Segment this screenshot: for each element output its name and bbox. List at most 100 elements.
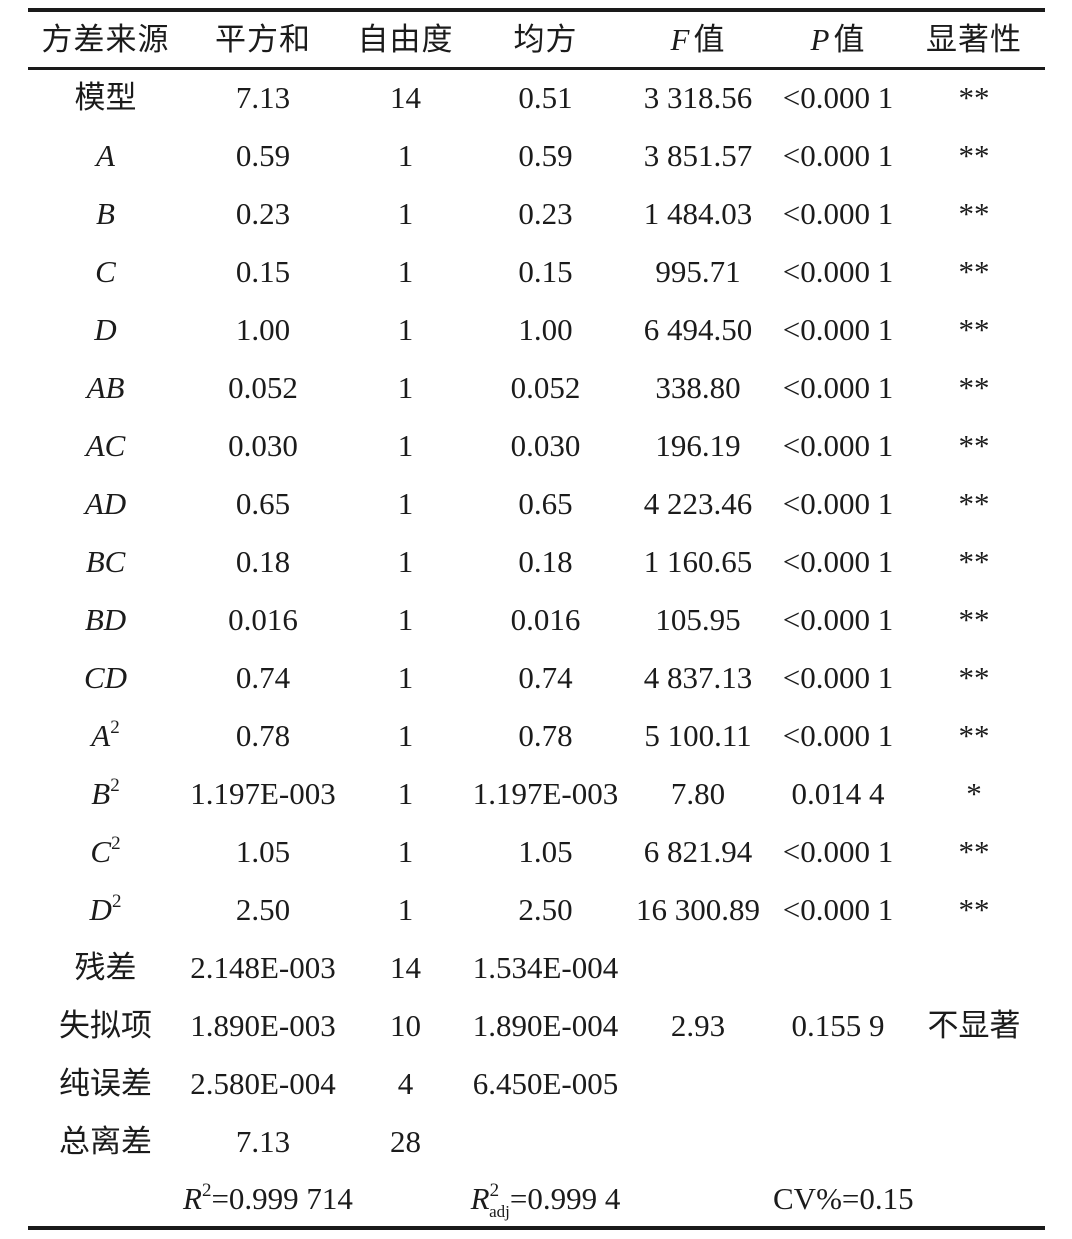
sum-of-squares-cell: 2.580E-004 [190, 1065, 336, 1101]
table-row: AD 0.65 1 0.65 4 223.46 <0.000 1 ** [28, 474, 1045, 532]
row-source-cell: 纯误差 [28, 1054, 183, 1112]
table-row: C 0.15 1 0.15 995.71 <0.000 1 ** [28, 242, 1045, 300]
significance-cell: ** [958, 891, 990, 927]
row-source-cell: 总离差 [28, 1112, 183, 1170]
row-source-cell: AD [28, 474, 183, 532]
column-header-3: 均方 [468, 10, 623, 68]
footer-cell-2 [343, 1170, 468, 1228]
source-symbol: AB [86, 369, 125, 405]
source-symbol: BD [84, 601, 127, 637]
stat-value: =0.999 4 [509, 1180, 621, 1216]
sum-of-squares-cell: 0.052 [228, 369, 298, 405]
mean-square-cell: 0.016 [510, 601, 581, 637]
source-label: 总离差 [59, 1123, 152, 1159]
row-source-cell: BC [28, 532, 183, 590]
mean-square-cell: 0.23 [518, 195, 573, 231]
source-label: 模型 [74, 80, 137, 116]
significance-cell: ** [958, 137, 990, 173]
sum-of-squares-cell: 7.13 [235, 80, 291, 116]
source-symbol: BC [85, 543, 126, 579]
f-value-cell: 6 494.50 [643, 311, 753, 347]
column-header-2: 自由度 [343, 10, 468, 68]
mean-square-cell: 1.197E-003 [472, 775, 619, 811]
source-superscript: 2 [111, 890, 122, 912]
row-source-cell: D [28, 300, 183, 358]
degrees-of-freedom-cell: 1 [397, 195, 414, 231]
sum-of-squares-cell: 1.00 [235, 311, 291, 347]
table-row: A 0.59 1 0.59 3 851.57 <0.000 1 ** [28, 126, 1045, 184]
source-symbol: A [91, 717, 111, 753]
anova-table: 方差来源 平方和 自由度 均方 F 值 P 值显著性 模型 7.13 14 0.51 3 318.56… [28, 8, 1045, 1230]
table-body: 模型 7.13 14 0.51 3 318.56 <0.000 1 ** A 0.59 1 0.59… [28, 68, 1045, 1170]
f-value-cell: 5 100.11 [644, 717, 752, 753]
mean-square-cell: 0.74 [518, 659, 573, 695]
degrees-of-freedom-cell: 1 [397, 891, 414, 927]
p-value-cell: <0.000 1 [782, 485, 894, 521]
column-header-0: 方差来源 [28, 10, 183, 68]
table-row: AB 0.052 1 0.052 338.80 <0.000 1 ** [28, 358, 1045, 416]
stat-superscript: 2 [489, 1179, 500, 1201]
f-value-cell: 3 318.56 [643, 80, 753, 116]
table-row: 失拟项 1.890E-003 10 1.890E-004 2.93 0.155 9 不显著 [28, 996, 1045, 1054]
p-value-cell [773, 938, 903, 996]
significance-cell: ** [958, 253, 990, 289]
mean-square-cell: 1.534E-004 [472, 949, 619, 985]
mean-square-cell: 2.50 [518, 891, 573, 927]
significance-cell: ** [958, 195, 990, 231]
significance-cell: ** [958, 833, 990, 869]
sum-of-squares-cell: 0.74 [235, 659, 291, 695]
mean-square-cell: 0.65 [518, 485, 573, 521]
p-value-cell: <0.000 1 [782, 311, 894, 347]
source-symbol: C [90, 833, 112, 869]
sum-of-squares-cell: 0.030 [228, 427, 298, 463]
f-value-cell: 7.80 [670, 775, 726, 811]
f-value-cell: 2.93 [670, 1007, 726, 1043]
sum-of-squares-cell: 2.50 [235, 891, 291, 927]
row-source-cell: C2 [28, 822, 183, 880]
table-row: C2 1.05 1 1.05 6 821.94 <0.000 1 ** [28, 822, 1045, 880]
p-value-cell: <0.000 1 [782, 659, 894, 695]
significance-cell: ** [958, 717, 990, 753]
header-label: 值 [833, 21, 866, 57]
f-value-cell [623, 938, 773, 996]
mean-square-cell: 0.030 [510, 427, 581, 463]
stat-superscript: 2 [201, 1179, 212, 1201]
degrees-of-freedom-cell: 1 [397, 543, 414, 579]
footer-stat: CV%=0.15 [773, 1170, 914, 1228]
table-row: 纯误差 2.580E-004 4 6.450E-005 [28, 1054, 1045, 1112]
mean-square-cell: 0.18 [518, 543, 573, 579]
table-row: 模型 7.13 14 0.51 3 318.56 <0.000 1 ** [28, 68, 1045, 126]
significance-cell: ** [958, 543, 990, 579]
p-value-cell: <0.000 1 [782, 369, 894, 405]
significance-cell: 不显著 [927, 1007, 1021, 1043]
degrees-of-freedom-cell: 1 [397, 311, 414, 347]
degrees-of-freedom-cell: 28 [390, 1123, 421, 1159]
footer-stat: R2adj=0.999 4 [468, 1170, 623, 1228]
source-symbol: AC [85, 427, 126, 463]
row-source-cell: CD [28, 648, 183, 706]
significance-cell: ** [958, 369, 990, 405]
header-label: 均方 [513, 21, 578, 57]
significance-cell: ** [958, 601, 990, 637]
degrees-of-freedom-cell: 10 [390, 1007, 421, 1043]
row-source-cell: A2 [28, 706, 183, 764]
row-source-cell: 模型 [28, 68, 183, 126]
p-value-cell [773, 1054, 903, 1112]
sum-of-squares-cell: 0.15 [235, 253, 291, 289]
degrees-of-freedom-cell: 1 [397, 137, 414, 173]
degrees-of-freedom-cell: 4 [397, 1065, 414, 1101]
degrees-of-freedom-cell: 1 [397, 369, 414, 405]
f-value-cell: 338.80 [655, 369, 741, 405]
significance-cell: ** [958, 311, 990, 347]
f-value-cell: 105.95 [655, 601, 741, 637]
stat-symbol: CV% [773, 1180, 842, 1216]
p-value-cell: 0.155 9 [791, 1007, 885, 1043]
f-value-cell: 3 851.57 [643, 137, 753, 173]
p-value-cell: <0.000 1 [782, 427, 894, 463]
f-value-cell [623, 1054, 773, 1112]
header-label: 方差来源 [41, 21, 170, 57]
source-label: 失拟项 [59, 1007, 152, 1043]
p-value-cell: <0.000 1 [782, 80, 894, 116]
